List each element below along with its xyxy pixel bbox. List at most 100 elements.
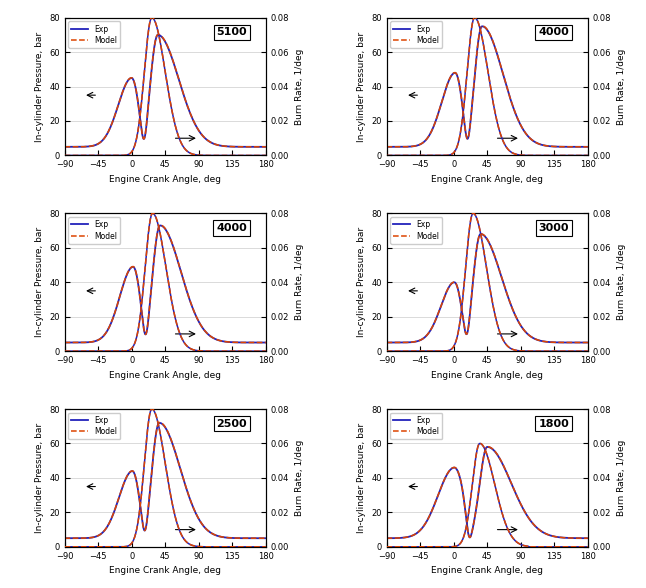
Model (382, 534, 390, 542)
Model (382, 339, 390, 346)
Model (558, 143, 566, 151)
Model (460, 495, 468, 502)
X-axis label: Engine Crank Angle, deg: Engine Crank Angle, deg (432, 566, 543, 575)
Exp (84, 143, 92, 150)
Exp (258, 143, 266, 151)
Y-axis label: In-cylinder Pressure, bar: In-cylinder Pressure, bar (357, 32, 366, 142)
Model (580, 534, 588, 542)
X-axis label: Engine Crank Angle, deg: Engine Crank Angle, deg (432, 370, 543, 380)
Exp (584, 339, 592, 346)
Model (61, 339, 68, 346)
Exp (258, 339, 266, 346)
Model (584, 534, 592, 542)
Exp (147, 482, 154, 489)
Model (138, 309, 145, 316)
Y-axis label: Burn Rate, 1/deg: Burn Rate, 1/deg (617, 244, 626, 320)
Legend: Exp, Model: Exp, Model (68, 21, 120, 48)
Y-axis label: Burn Rate, 1/deg: Burn Rate, 1/deg (295, 440, 304, 516)
Model (61, 534, 68, 542)
Exp (138, 514, 145, 521)
Model (478, 22, 486, 29)
Model (84, 534, 92, 542)
Exp (138, 309, 145, 316)
Exp (154, 31, 162, 38)
Exp (236, 534, 244, 542)
Line: Exp: Exp (65, 35, 266, 147)
Model (417, 525, 425, 532)
Exp (156, 222, 164, 229)
X-axis label: Engine Crank Angle, deg: Engine Crank Angle, deg (109, 566, 221, 575)
Text: 2500: 2500 (216, 419, 247, 429)
Model (236, 143, 244, 151)
Y-axis label: In-cylinder Pressure, bar: In-cylinder Pressure, bar (357, 227, 366, 338)
Y-axis label: In-cylinder Pressure, bar: In-cylinder Pressure, bar (34, 32, 43, 142)
Model (156, 222, 164, 229)
Model (417, 140, 425, 147)
Line: Exp: Exp (386, 234, 588, 343)
Exp (84, 339, 92, 346)
Text: 4000: 4000 (216, 223, 247, 233)
Exp (483, 443, 491, 450)
Model (236, 534, 244, 542)
Legend: Exp, Model: Exp, Model (68, 217, 120, 243)
Exp (96, 532, 103, 539)
Line: Exp: Exp (65, 423, 266, 538)
Model (584, 339, 592, 346)
Text: 4000: 4000 (538, 27, 569, 37)
X-axis label: Engine Crank Angle, deg: Engine Crank Angle, deg (109, 175, 221, 184)
Line: Model: Model (65, 225, 266, 342)
Model (147, 482, 154, 489)
Model (468, 526, 476, 533)
Exp (138, 128, 145, 135)
Exp (262, 534, 270, 542)
Model (477, 230, 484, 238)
Exp (236, 339, 244, 346)
Exp (417, 140, 425, 147)
Legend: Exp, Model: Exp, Model (68, 413, 120, 439)
Exp (61, 339, 68, 346)
Line: Model: Model (386, 26, 588, 147)
Line: Exp: Exp (386, 26, 588, 147)
Exp (96, 139, 103, 146)
Exp (147, 293, 154, 300)
Legend: Exp, Model: Exp, Model (390, 413, 443, 439)
Exp (478, 23, 486, 30)
Model (382, 143, 390, 151)
Model (262, 143, 270, 151)
Exp (382, 143, 390, 151)
Y-axis label: In-cylinder Pressure, bar: In-cylinder Pressure, bar (357, 423, 366, 533)
Exp (460, 320, 468, 328)
Exp (406, 533, 413, 540)
Exp (236, 143, 244, 151)
Text: 1800: 1800 (538, 419, 569, 429)
Line: Model: Model (386, 234, 588, 342)
Model (262, 339, 270, 346)
Model (96, 532, 103, 539)
Y-axis label: Burn Rate, 1/deg: Burn Rate, 1/deg (295, 244, 304, 320)
Model (96, 139, 103, 146)
Exp (406, 143, 413, 150)
Model (154, 31, 162, 38)
Model (84, 339, 92, 346)
Exp (584, 534, 592, 542)
Model (262, 534, 270, 542)
Model (558, 534, 566, 541)
Exp (417, 336, 425, 343)
Model (138, 514, 145, 521)
Model (558, 339, 566, 346)
Line: Exp: Exp (65, 225, 266, 343)
Model (468, 96, 476, 103)
Y-axis label: Burn Rate, 1/deg: Burn Rate, 1/deg (617, 48, 626, 125)
Model (258, 534, 266, 542)
Model (147, 78, 154, 85)
Line: Model: Model (65, 35, 266, 147)
Model (156, 419, 163, 426)
Exp (147, 78, 154, 85)
Exp (382, 534, 390, 542)
Legend: Exp, Model: Exp, Model (390, 21, 443, 48)
Y-axis label: In-cylinder Pressure, bar: In-cylinder Pressure, bar (34, 227, 43, 338)
Model (584, 143, 592, 151)
Exp (580, 339, 588, 346)
Exp (96, 336, 103, 343)
Model (236, 339, 244, 346)
